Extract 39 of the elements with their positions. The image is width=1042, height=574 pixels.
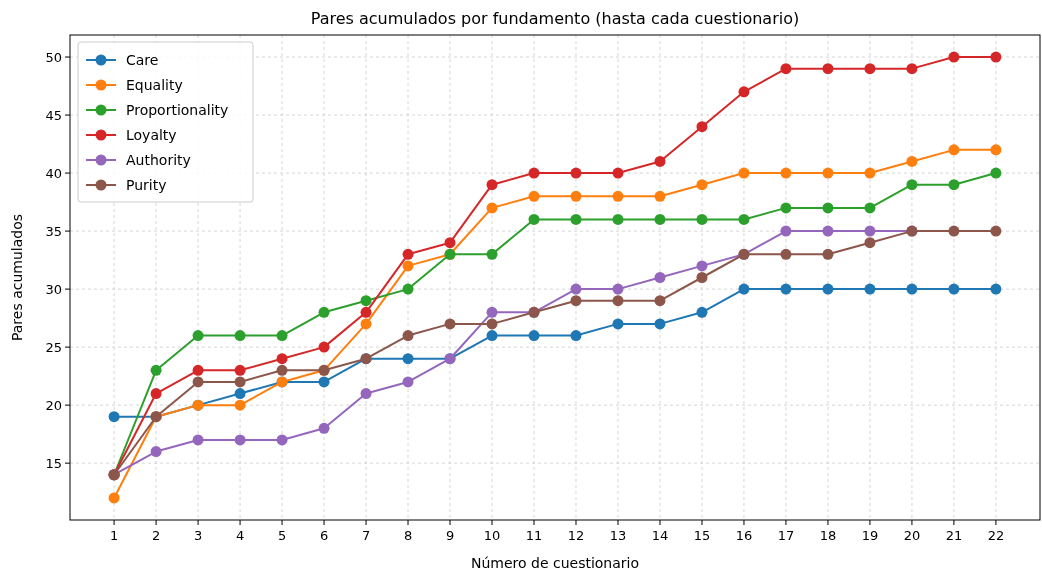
x-tick-label: 6 bbox=[319, 528, 329, 543]
x-tick-label: 1 bbox=[109, 528, 119, 543]
x-tick-label: 5 bbox=[277, 528, 287, 543]
legend-label: Proportionality bbox=[126, 102, 229, 118]
y-axis-title: Pares acumulados bbox=[9, 213, 25, 342]
y-tick-label: 20 bbox=[45, 398, 62, 414]
legend-label: Loyalty bbox=[126, 127, 177, 143]
x-tick-label: 21 bbox=[945, 528, 963, 543]
y-tick-label: 35 bbox=[45, 224, 62, 240]
x-tick-label: 8 bbox=[403, 528, 413, 543]
legend-label: Authority bbox=[126, 152, 191, 168]
x-tick-label: 20 bbox=[903, 528, 921, 543]
legend-label: Equality bbox=[126, 77, 183, 93]
x-tick-label: 22 bbox=[987, 528, 1005, 543]
x-tick-label: 3 bbox=[193, 528, 203, 543]
x-tick-label: 19 bbox=[861, 528, 879, 543]
x-tick-label: 2 bbox=[151, 528, 161, 543]
y-tick-label: 25 bbox=[45, 340, 62, 356]
x-tick-label: 11 bbox=[525, 528, 543, 543]
x-tick-label: 7 bbox=[361, 528, 371, 543]
x-axis-title: Número de cuestionario bbox=[470, 555, 640, 571]
x-tick-label: 4 bbox=[235, 528, 245, 543]
y-tick-label: 40 bbox=[45, 166, 62, 182]
legend-label: Care bbox=[126, 52, 159, 68]
y-tick-label: 50 bbox=[45, 50, 62, 66]
x-tick-label: 14 bbox=[651, 528, 669, 543]
x-tick-label: 10 bbox=[483, 528, 501, 543]
x-tick-label: 13 bbox=[609, 528, 627, 543]
x-tick-label: 17 bbox=[777, 528, 795, 543]
x-tick-label: 9 bbox=[445, 528, 455, 543]
legend-label: Purity bbox=[126, 177, 167, 193]
chart-title: Pares acumulados por fundamento (hasta cada cuestionario) bbox=[310, 9, 800, 28]
x-tick-label: 15 bbox=[693, 528, 711, 543]
x-tick-label: 18 bbox=[819, 528, 837, 543]
x-tick-label: 16 bbox=[735, 528, 753, 543]
y-tick-label: 30 bbox=[45, 282, 62, 298]
y-tick-label: 15 bbox=[45, 456, 62, 472]
y-tick-label: 45 bbox=[45, 108, 62, 124]
x-tick-label: 12 bbox=[567, 528, 585, 543]
